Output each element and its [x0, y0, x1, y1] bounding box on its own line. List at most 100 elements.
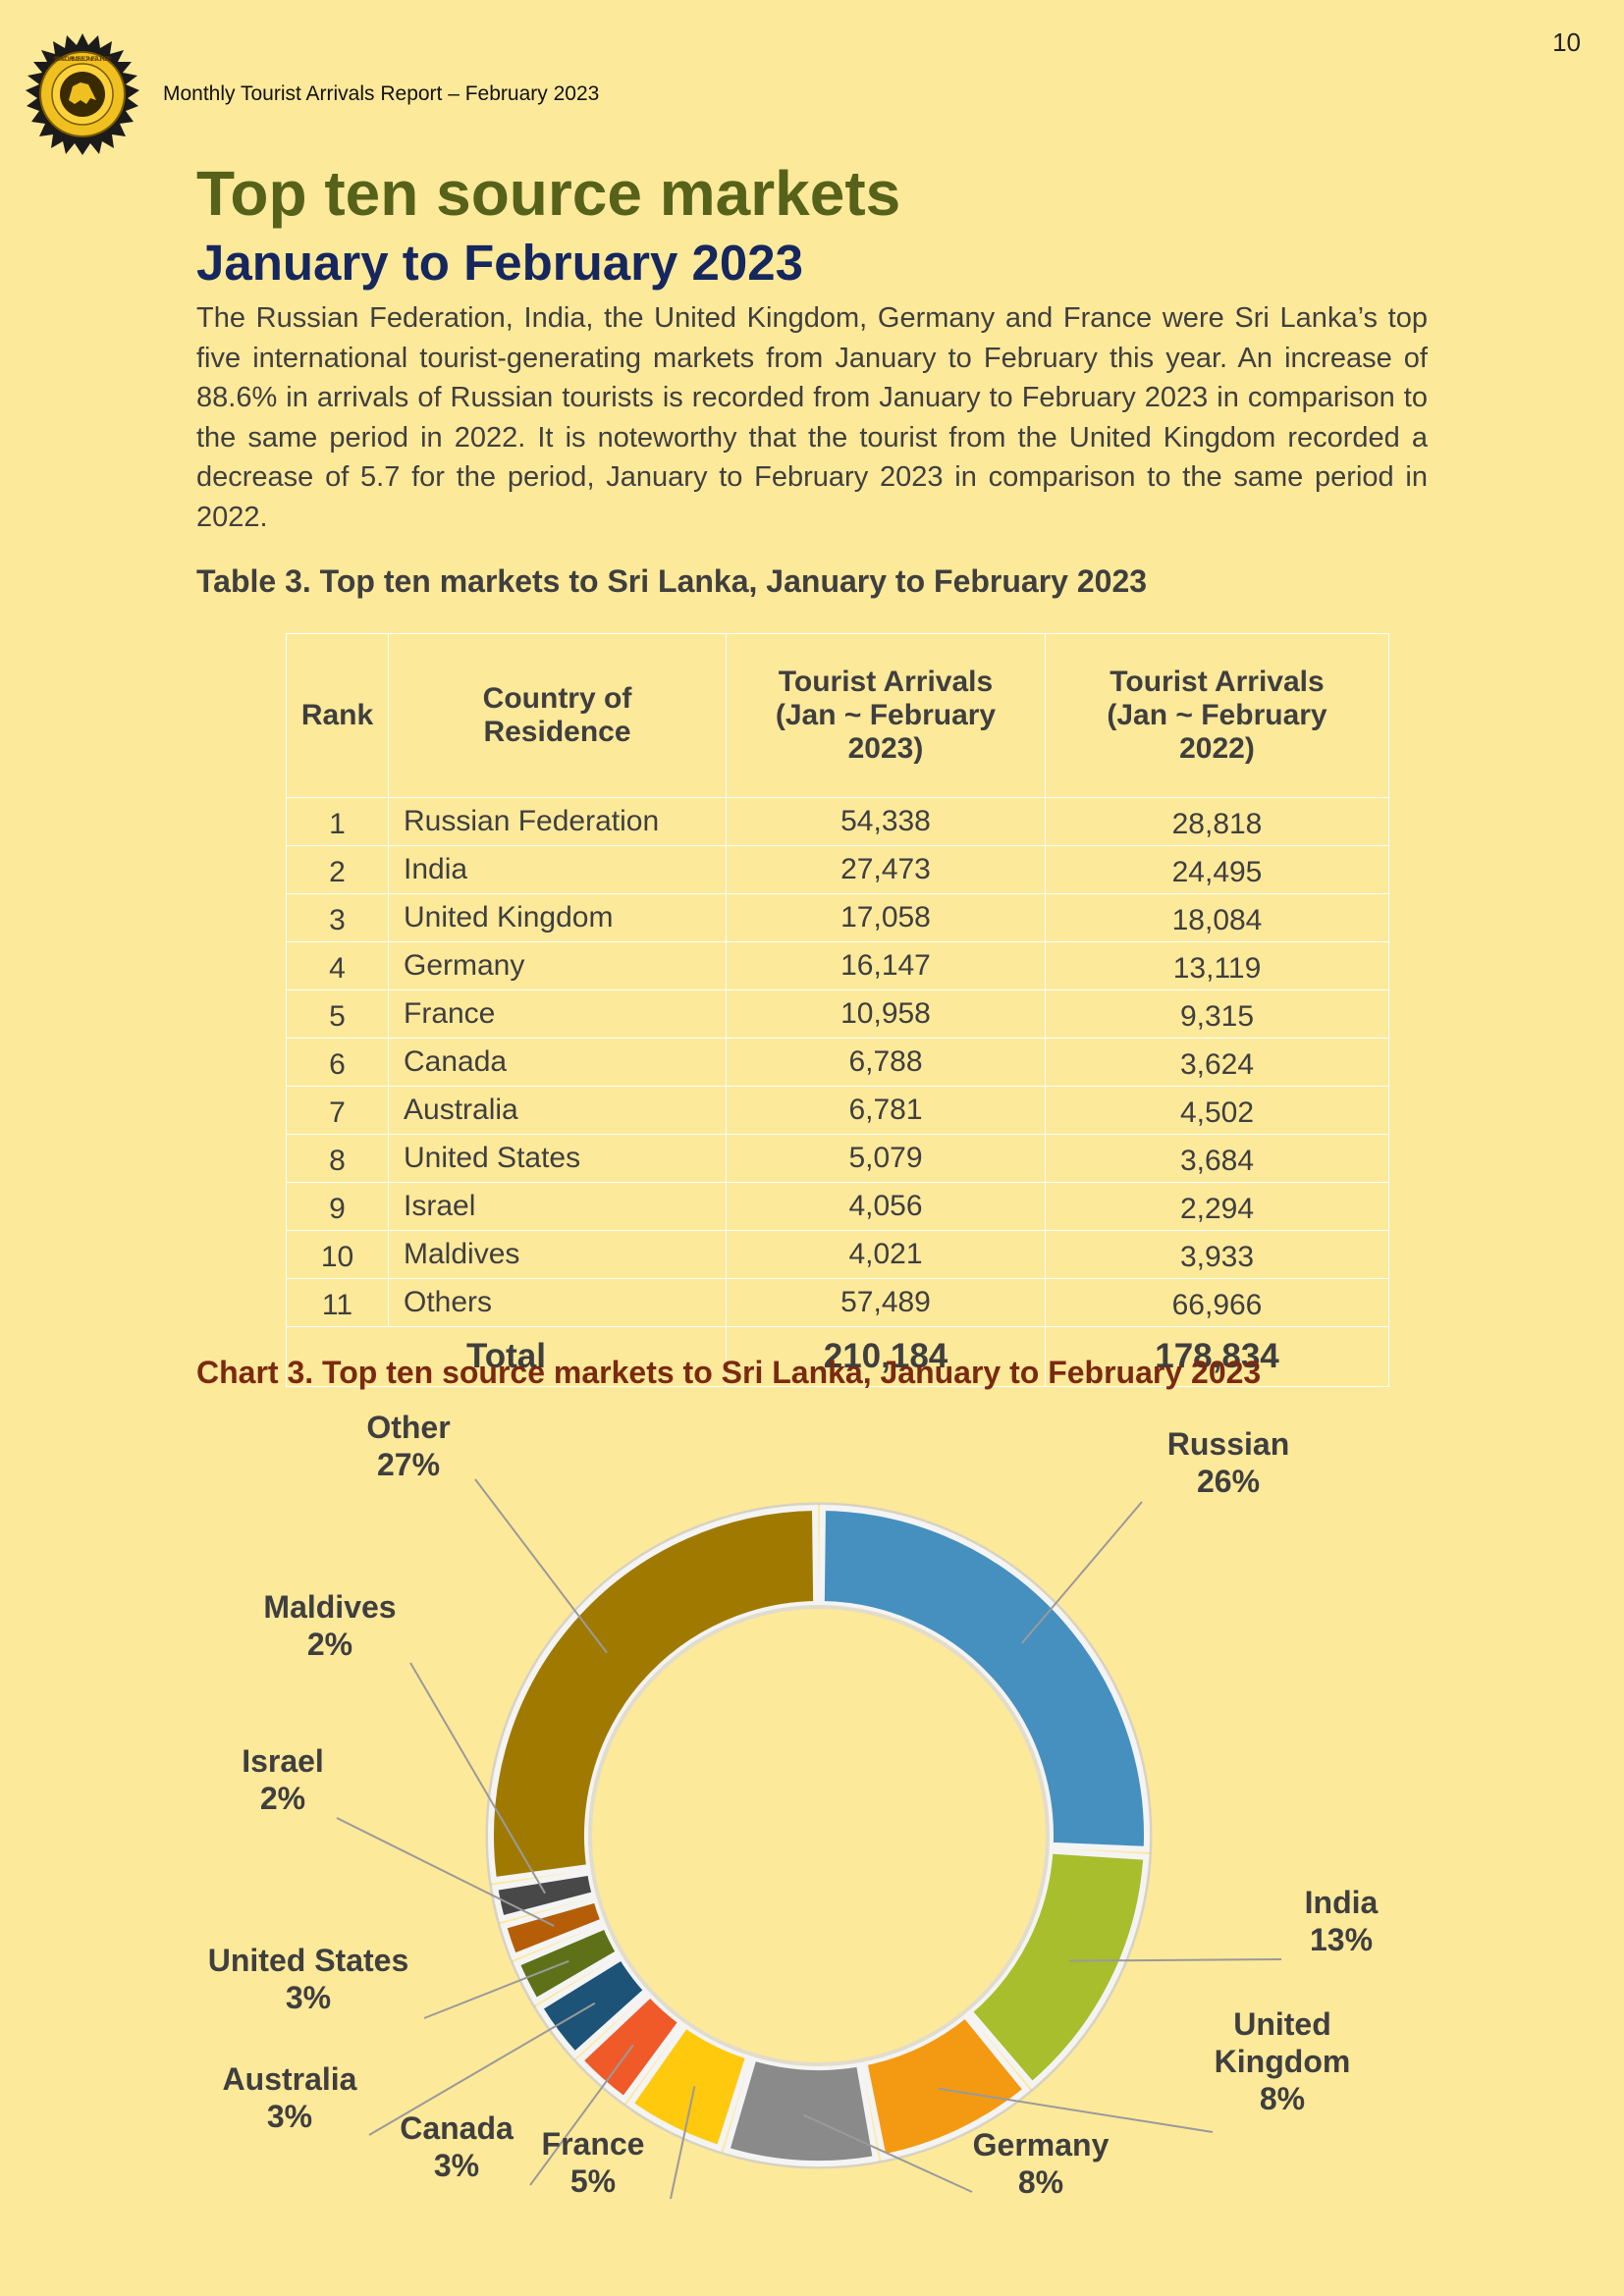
donut-slice-other: [488, 1504, 820, 1884]
arrivals-2023-cell: 4,021: [726, 1230, 1046, 1279]
country-cell: Maldives: [388, 1230, 727, 1279]
leader-line: [670, 2086, 696, 2200]
arrivals-2022-cell: 18,084: [1045, 893, 1389, 942]
donut-slice-australia: [535, 1952, 651, 2059]
table-header-row: Rank Country of Residence Tourist Arrival…: [286, 633, 1389, 798]
page-number: 10: [1552, 27, 1581, 57]
total-arrivals-2023: 210,184: [726, 1326, 1046, 1387]
donut-slice-india: [965, 1847, 1150, 2089]
table-row: 6 Canada 6,788 3,624: [286, 1038, 1389, 1087]
rank-cell: 3: [286, 893, 389, 942]
leader-line: [409, 1662, 546, 1895]
country-cell: France: [388, 989, 727, 1039]
country-cell: Germany: [388, 941, 727, 990]
country-cell: India: [388, 845, 727, 894]
leader-line: [938, 2087, 1214, 2133]
arrivals-2023-cell: 27,473: [726, 845, 1046, 894]
rank-cell: 7: [286, 1086, 389, 1135]
arrivals-2023-cell: 10,958: [726, 989, 1046, 1039]
arrivals-2023-cell: 5,079: [726, 1134, 1046, 1183]
chart-caption: Chart 3. Top ten source markets to Sri L…: [196, 1355, 1262, 1390]
header-arrivals-2023: Tourist Arrivals (Jan ~ February 2023): [726, 633, 1046, 798]
arrivals-2022-cell: 13,119: [1045, 941, 1389, 990]
arrivals-2023-cell: 6,788: [726, 1038, 1046, 1087]
leader-line: [529, 2044, 634, 2186]
header-country: Country of Residence: [388, 633, 727, 798]
arrivals-2022-cell: 24,495: [1045, 845, 1389, 894]
donut-outer-rim: [485, 1502, 1153, 2169]
leader-line: [1068, 1958, 1282, 1962]
arrivals-2022-cell: 28,818: [1045, 797, 1389, 846]
rank-cell: 8: [286, 1134, 389, 1183]
donut-labels: Russian 26% India 13% United Kingdom 8% Germany…: [208, 1410, 1379, 2200]
data-label: France 5%: [542, 2126, 645, 2199]
page-title: Top ten source markets: [196, 158, 901, 229]
data-label: Canada 3%: [400, 2110, 514, 2183]
leader-line: [1021, 1501, 1143, 1644]
donut-slice-maldives: [491, 1869, 599, 1923]
intro-paragraph: The Russian Federation, India, the Unite…: [196, 302, 1428, 533]
arrivals-2022-cell: 4,502: [1045, 1086, 1389, 1135]
leader-line: [802, 2113, 973, 2193]
top-markets-table: Rank Country of Residence Tourist Arrival…: [286, 633, 1389, 1387]
donut-slice-israel: [500, 1896, 608, 1960]
leader-line: [474, 1478, 608, 1654]
arrivals-2022-cell: 3,684: [1045, 1134, 1389, 1183]
arrivals-2023-cell: 17,058: [726, 893, 1046, 942]
header-rank: Rank: [286, 633, 389, 798]
seal-text: SRI LANKA TOURISM DEVELOPMENT AUTHORITY: [53, 57, 112, 63]
table-row: 11 Others 57,489 66,966: [286, 1278, 1389, 1327]
table-row: 3 United Kingdom 17,058 18,084: [286, 893, 1389, 942]
arrivals-2023-cell: 6,781: [726, 1086, 1046, 1135]
data-label: United Kingdom 8%: [1215, 2006, 1351, 2116]
donut-slice-germany: [723, 2054, 880, 2166]
table-row: 9 Israel 4,056 2,294: [286, 1182, 1389, 1231]
table-row: 10 Maldives 4,021 3,933: [286, 1230, 1389, 1279]
sri-lanka-tourism-seal-icon: SRI LANKA TOURISM DEVELOPMENT AUTHORITY: [26, 33, 139, 155]
country-cell: Canada: [388, 1038, 727, 1087]
rank-cell: 10: [286, 1230, 389, 1279]
data-label: United States 3%: [208, 1943, 408, 2015]
table-row: 2 India 27,473 24,495: [286, 845, 1389, 894]
data-label: Maldives 2%: [263, 1589, 396, 1662]
rank-cell: 5: [286, 989, 389, 1039]
data-label: Germany 8%: [973, 2127, 1110, 2200]
report-header: Monthly Tourist Arrivals Report – Februa…: [163, 82, 600, 105]
country-cell: United Kingdom: [388, 893, 727, 942]
donut-slice-russian: [818, 1504, 1150, 1852]
country-cell: Israel: [388, 1182, 727, 1231]
country-cell: United States: [388, 1134, 727, 1183]
table-row: 5 France 10,958 9,315: [286, 989, 1389, 1039]
rank-cell: 1: [286, 797, 389, 846]
arrivals-2022-cell: 9,315: [1045, 989, 1389, 1039]
country-cell: Russian Federation: [388, 797, 727, 846]
arrivals-2022-cell: 2,294: [1045, 1182, 1389, 1231]
arrivals-2023-cell: 54,338: [726, 797, 1046, 846]
header-arrivals-2022: Tourist Arrivals (Jan ~ February 2022): [1045, 633, 1389, 798]
data-label: Other 27%: [366, 1410, 450, 1482]
table-caption: Table 3. Top ten markets to Sri Lanka, J…: [196, 563, 1148, 599]
donut-slices: [485, 1502, 1153, 2169]
data-label: Israel 2%: [242, 1743, 324, 1816]
country-cell: Others: [388, 1278, 727, 1327]
rank-cell: 11: [286, 1278, 389, 1327]
data-label: Russian 26%: [1167, 1426, 1289, 1499]
rank-cell: 9: [286, 1182, 389, 1231]
leader-line: [423, 1959, 569, 2019]
arrivals-2023-cell: 16,147: [726, 941, 1046, 990]
total-row: Total 210,184 178,834: [286, 1326, 1389, 1387]
arrivals-2023-cell: 57,489: [726, 1278, 1046, 1327]
arrivals-2022-cell: 66,966: [1045, 1278, 1389, 1327]
page-subtitle: January to February 2023: [196, 235, 803, 291]
donut-chart: Russian 26% India 13% United Kingdom 8% Germany…: [208, 1410, 1379, 2200]
table-row: 8 United States 5,079 3,684: [286, 1134, 1389, 1183]
table-row: 7 Australia 6,781 4,502: [286, 1086, 1389, 1135]
total-label: Total: [286, 1326, 727, 1387]
rank-cell: 6: [286, 1038, 389, 1087]
total-arrivals-2022: 178,834: [1045, 1326, 1389, 1387]
country-cell: Australia: [388, 1086, 727, 1135]
donut-inner-rim: [588, 1605, 1050, 2066]
table-row: 1 Russian Federation 54,338 28,818: [286, 797, 1389, 846]
rank-cell: 2: [286, 845, 389, 894]
leader-line: [336, 1817, 555, 1927]
